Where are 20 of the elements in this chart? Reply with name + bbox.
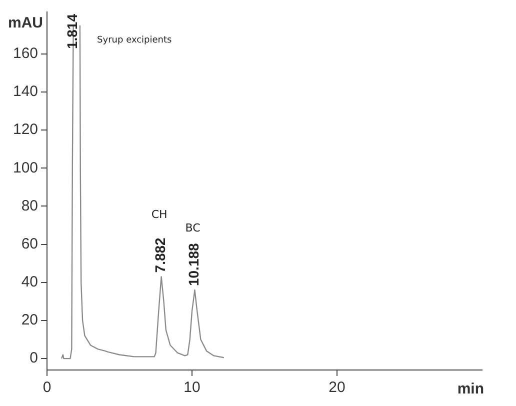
annotation: 7.882 — [152, 237, 168, 273]
x-tick-label: 0 — [42, 379, 52, 396]
y-tick-label: 120 — [12, 121, 38, 138]
annotation: CH — [151, 208, 168, 222]
y-tick-label: 0 — [30, 350, 38, 367]
annotation: 1.814 — [64, 14, 80, 50]
y-tick-label: 20 — [21, 312, 38, 329]
annotation: BC — [185, 221, 201, 234]
annotation: Syrup excipients — [97, 35, 172, 46]
y-tick-label: 140 — [12, 83, 38, 100]
x-tick-label: 20 — [328, 379, 346, 396]
annotation: 10.188 — [186, 242, 202, 286]
y-tick-label: 80 — [21, 197, 38, 214]
x-axis-title: min — [457, 380, 484, 398]
y-tick-label: 100 — [12, 159, 38, 176]
y-tick-label: 60 — [21, 235, 38, 252]
x-tick-label: 10 — [184, 379, 200, 396]
y-tick-label: 160 — [12, 45, 38, 62]
y-axis-title: mAU — [8, 14, 44, 32]
y-tick-label: 40 — [21, 274, 38, 291]
